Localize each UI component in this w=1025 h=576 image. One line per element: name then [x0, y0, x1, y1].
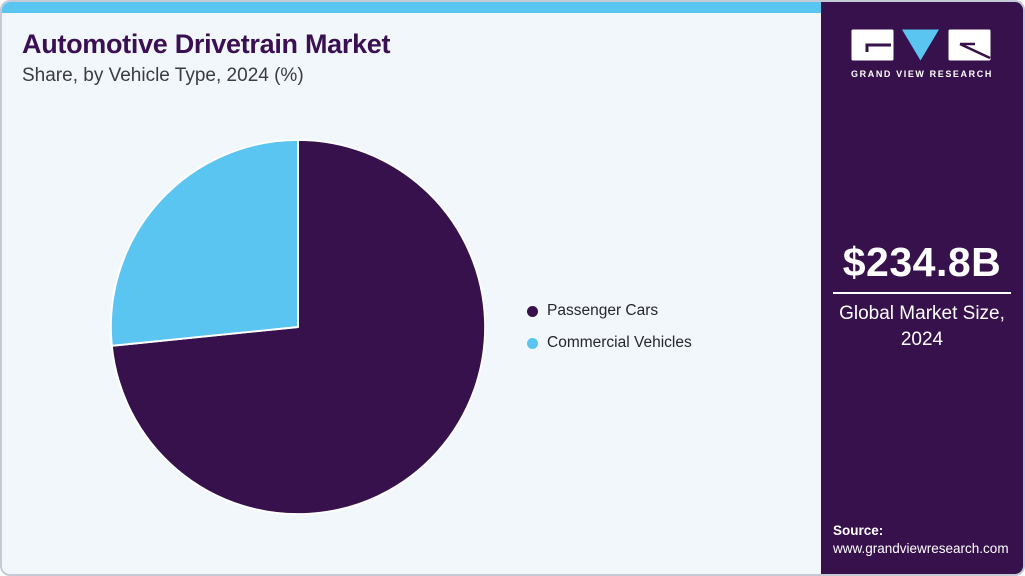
legend-swatch-passenger-cars-icon — [527, 305, 538, 317]
chart-legend: Passenger Cars Commercial Vehicles — [527, 300, 692, 364]
gvr-logo-icon — [851, 29, 991, 61]
pie-slice-commercial-vehicles — [109, 138, 299, 347]
market-size-caption: Global Market Size, 2024 — [839, 303, 1005, 350]
pie-chart-svg — [109, 138, 487, 516]
page-subtitle: Share, by Vehicle Type, 2024 (%) — [22, 65, 304, 86]
top-accent-bar — [2, 2, 821, 13]
pie-chart — [109, 138, 487, 516]
source-block: Source: www.grandviewresearch.com — [833, 522, 1009, 558]
brand-name: GRAND VIEW RESEARCH — [851, 69, 993, 79]
market-size-block: $234.8B Global Market Size, 2024 — [821, 239, 1023, 352]
legend-item-commercial-vehicles: Commercial Vehicles — [527, 332, 692, 354]
source-url-link[interactable]: www.grandviewresearch.com — [833, 540, 1009, 556]
legend-swatch-commercial-vehicles-icon — [527, 337, 538, 349]
header: Automotive Drivetrain Market Share, by V… — [22, 29, 821, 87]
chart-panel: Automotive Drivetrain Market Share, by V… — [2, 2, 821, 574]
brand-logo: GRAND VIEW RESEARCH — [821, 29, 1023, 79]
market-size-divider — [833, 292, 1011, 294]
legend-label: Passenger Cars — [547, 302, 659, 319]
market-size-value: $234.8B — [842, 239, 1002, 285]
legend-label: Commercial Vehicles — [547, 334, 692, 351]
page-title: Automotive Drivetrain Market — [22, 29, 391, 59]
legend-item-passenger-cars: Passenger Cars — [527, 300, 692, 322]
brand-sidebar: GRAND VIEW RESEARCH $234.8B Global Marke… — [821, 2, 1023, 574]
source-label: Source: — [833, 522, 884, 538]
